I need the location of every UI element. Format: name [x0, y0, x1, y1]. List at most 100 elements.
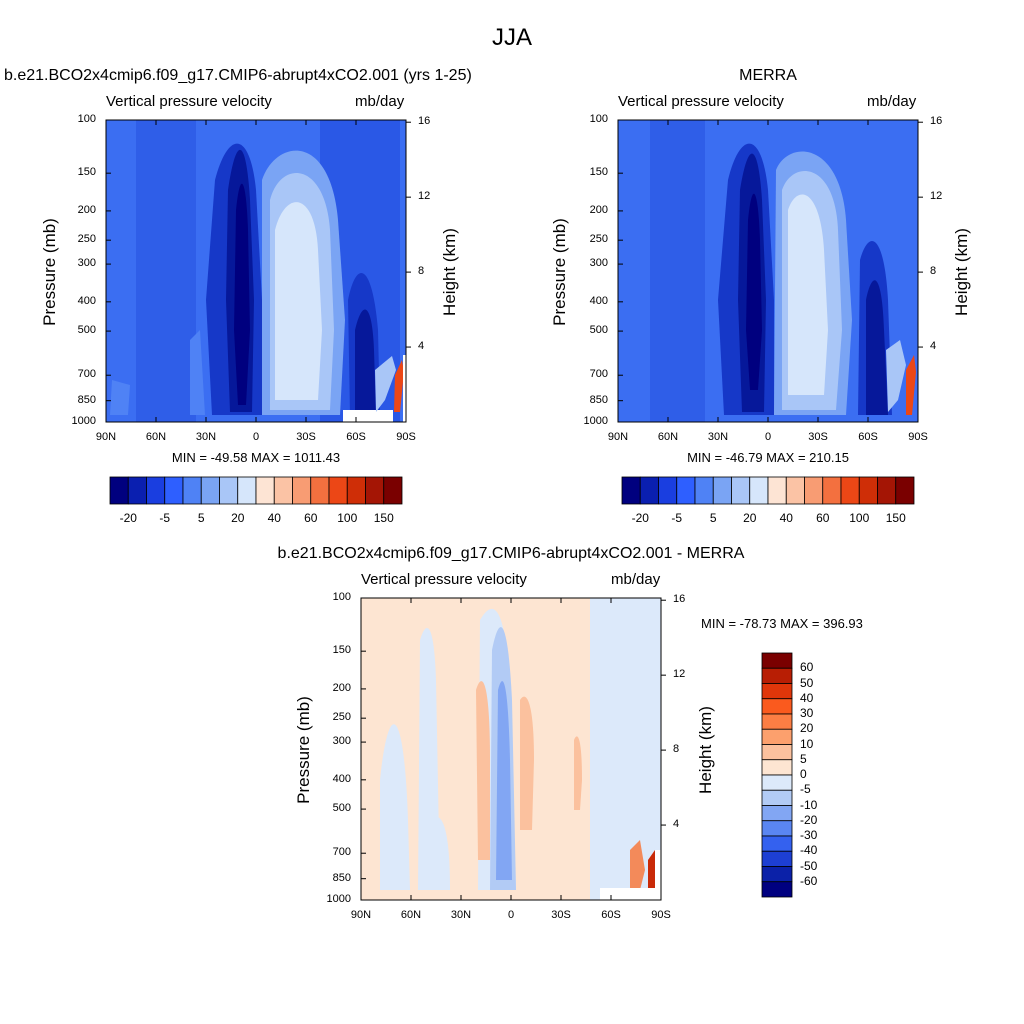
model-colorbar-box [328, 476, 348, 505]
diff-pressure-tick-label: 700 [332, 846, 351, 859]
diff-colorbar-label: -40 [800, 843, 818, 858]
obs-lat-tick-label: 60N [657, 431, 679, 443]
model-colorbar-box [109, 476, 129, 505]
obs-colorbar-label: 60 [816, 511, 830, 525]
diff-pressure-tick-label: 150 [332, 644, 351, 657]
model-colorbar-box [237, 476, 257, 505]
diff-pressure-tick-label: 100 [332, 591, 351, 603]
diff-height-tick-label: 12 [673, 668, 686, 681]
diff-colorbar-box [761, 698, 793, 715]
obs-y2label: Height (km) [952, 228, 971, 316]
diff-colorbar-box [761, 789, 793, 806]
model-height-tick-label: 12 [418, 190, 431, 203]
diff-panel-title: b.e21.BCO2x4cmip6.f09_g17.CMIP6-abrupt4x… [277, 545, 745, 562]
obs-colorbar-box [895, 476, 915, 505]
diff-colorbar-label: 60 [800, 660, 814, 675]
model-lat-tick-label: 60S [346, 431, 366, 443]
model-field [106, 120, 406, 422]
obs-minmax: MIN = -46.79 MAX = 210.15 [687, 450, 849, 465]
diff-field [361, 598, 661, 900]
model-colorbar-label: 150 [373, 511, 394, 525]
model-pressure-tick-label: 300 [77, 257, 96, 270]
model-y2label: Height (km) [440, 228, 459, 316]
axis-ticks [105, 119, 923, 901]
model-pressure-tick-label: 250 [77, 233, 96, 246]
diff-lat-tick-label: 60S [601, 909, 621, 921]
obs-units-label: mb/day [867, 93, 917, 110]
diff-colorbar-box [761, 683, 793, 700]
model-pressure-tick-label: 700 [77, 368, 96, 381]
diff-colorbar-label: -20 [800, 812, 818, 827]
diff-lat-tick-label: 30S [551, 909, 571, 921]
model-variable-label: Vertical pressure velocity [106, 93, 272, 110]
obs-height-tick-label: 12 [930, 190, 943, 203]
diff-lat-tick-label: 90S [651, 909, 671, 921]
obs-colorbar-label: 100 [849, 511, 870, 525]
model-colorbar-label: 20 [231, 511, 245, 525]
diff-pressure-tick-label: 200 [332, 681, 351, 694]
diff-colorbar-label: -10 [800, 797, 818, 812]
obs-lat-tick-label: 90N [607, 431, 629, 443]
diff-colorbar-label: 0 [800, 767, 807, 781]
obs-colorbar-label: 20 [743, 511, 757, 525]
model-ylabel: Pressure (mb) [40, 218, 59, 326]
model-pressure-tick-label: 400 [77, 294, 96, 307]
model-colorbar-label: 100 [337, 511, 358, 525]
obs-pressure-tick-label: 150 [589, 166, 608, 179]
obs-variable-label: Vertical pressure velocity [618, 93, 784, 110]
obs-pressure-tick-label: 200 [589, 203, 608, 216]
diff-colorbar-box [761, 850, 793, 867]
model-lat-tick-label: 30N [195, 431, 217, 443]
model-colorbar-box [255, 476, 275, 505]
obs-lat-tick-label: 30N [707, 431, 729, 443]
obs-lat-tick-label: 30S [808, 431, 828, 443]
model-pressure-tick-label: 150 [77, 166, 96, 179]
obs-colorbar-box [731, 476, 751, 505]
model-panel-title: b.e21.BCO2x4cmip6.f09_g17.CMIP6-abrupt4x… [4, 67, 472, 84]
diff-pressure-tick-label: 250 [332, 711, 351, 724]
diff-colorbar-box [761, 713, 793, 730]
diff-variable-label: Vertical pressure velocity [361, 571, 527, 588]
diff-colorbar-label: -60 [800, 873, 818, 888]
diff-height-tick-label: 8 [673, 743, 680, 756]
obs-colorbar-label: -5 [671, 511, 683, 525]
obs-pressure-tick-label: 100 [589, 113, 608, 125]
diff-colorbar-label: -30 [800, 828, 818, 842]
diff-colorbar-box [761, 652, 793, 669]
diff-lat-tick-label: 90N [350, 909, 372, 921]
model-colorbar-box [127, 476, 147, 505]
diff-colorbar-box [761, 728, 793, 745]
model-minmax: MIN = -49.58 MAX = 1011.43 [171, 450, 341, 465]
diff-colorbar-label: 40 [800, 690, 814, 705]
obs-lat-tick-label: 0 [764, 431, 772, 443]
model-colorbar-box [273, 476, 293, 505]
model-colorbar-box [200, 476, 220, 505]
model-colorbar-box [310, 476, 330, 505]
model-lat-tick-label: 30S [296, 431, 316, 443]
obs-colorbar-box [694, 476, 714, 505]
obs-colorbar-box [621, 476, 641, 505]
obs-pressure-tick-label: 250 [589, 233, 608, 246]
diff-colorbar-label: -5 [800, 782, 811, 797]
obs-colorbar-box [858, 476, 878, 505]
diff-height-tick-label: 16 [673, 593, 686, 606]
model-height-tick-label: 8 [418, 265, 425, 278]
obs-height-tick-label: 8 [930, 265, 937, 278]
diff-colorbar-box [761, 774, 793, 791]
model-colorbar-box [146, 476, 166, 505]
model-pressure-tick-label: 200 [77, 203, 96, 216]
model-height-tick-label: 4 [418, 340, 425, 353]
obs-colorbar-box [822, 476, 842, 505]
model-lat-tick-label: 0 [252, 431, 260, 443]
obs-panel-title: MERRA [739, 67, 797, 84]
diff-colorbar-box [761, 744, 793, 761]
model-pressure-tick-label: 500 [77, 324, 96, 337]
obs-pressure-tick-label: 500 [589, 324, 608, 337]
obs-pressure-tick-label: 850 [589, 393, 608, 406]
model-units-label: mb/day [355, 93, 405, 110]
obs-pressure-tick-label: 400 [589, 294, 608, 307]
diff-colorbar-box [761, 759, 793, 776]
obs-colorbar-box [749, 476, 769, 505]
diff-lat-tick-label: 60N [400, 909, 422, 921]
diff-colorbar-box [761, 881, 793, 898]
